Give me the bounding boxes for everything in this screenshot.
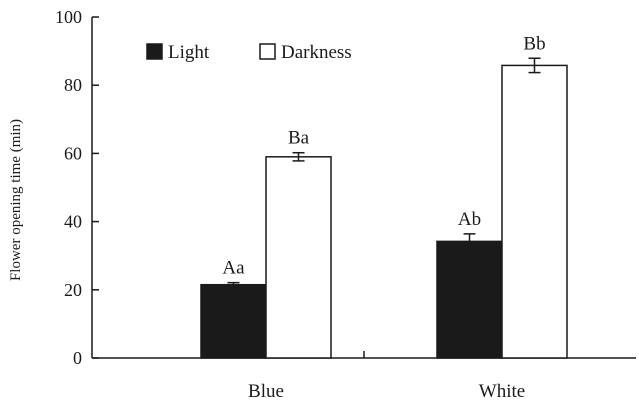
y-tick-label: 20	[64, 280, 82, 300]
plot-area: 0 20 40 60 80 100 Aa Ba Blue Ab Bb White	[55, 7, 636, 402]
y-axis-title: Flower opening time (min)	[8, 119, 24, 281]
y-tick-label: 100	[55, 7, 82, 27]
y-tick-label: 60	[64, 143, 82, 163]
bar-data-label: Bb	[523, 33, 545, 54]
bar-data-label: Ab	[458, 209, 481, 230]
bar-data-label: Ba	[288, 128, 310, 149]
y-tick-label: 80	[64, 75, 82, 95]
bar-darkness-white	[501, 64, 568, 359]
legend-label-light: Light	[168, 42, 210, 63]
y-tick-label: 0	[73, 348, 82, 368]
bar-light-blue	[200, 283, 267, 359]
bar-darkness-blue	[265, 156, 332, 359]
x-category-label-blue: Blue	[248, 381, 284, 402]
x-category-label-white: White	[479, 381, 525, 402]
legend-swatch-darkness	[259, 43, 276, 60]
y-tick-label: 40	[64, 212, 82, 232]
legend-label-darkness: Darkness	[281, 42, 352, 63]
bar-light-white	[436, 240, 503, 359]
legend: Light Darkness	[146, 42, 352, 63]
bar-data-label: Aa	[222, 258, 245, 279]
legend-swatch-light	[146, 43, 163, 60]
